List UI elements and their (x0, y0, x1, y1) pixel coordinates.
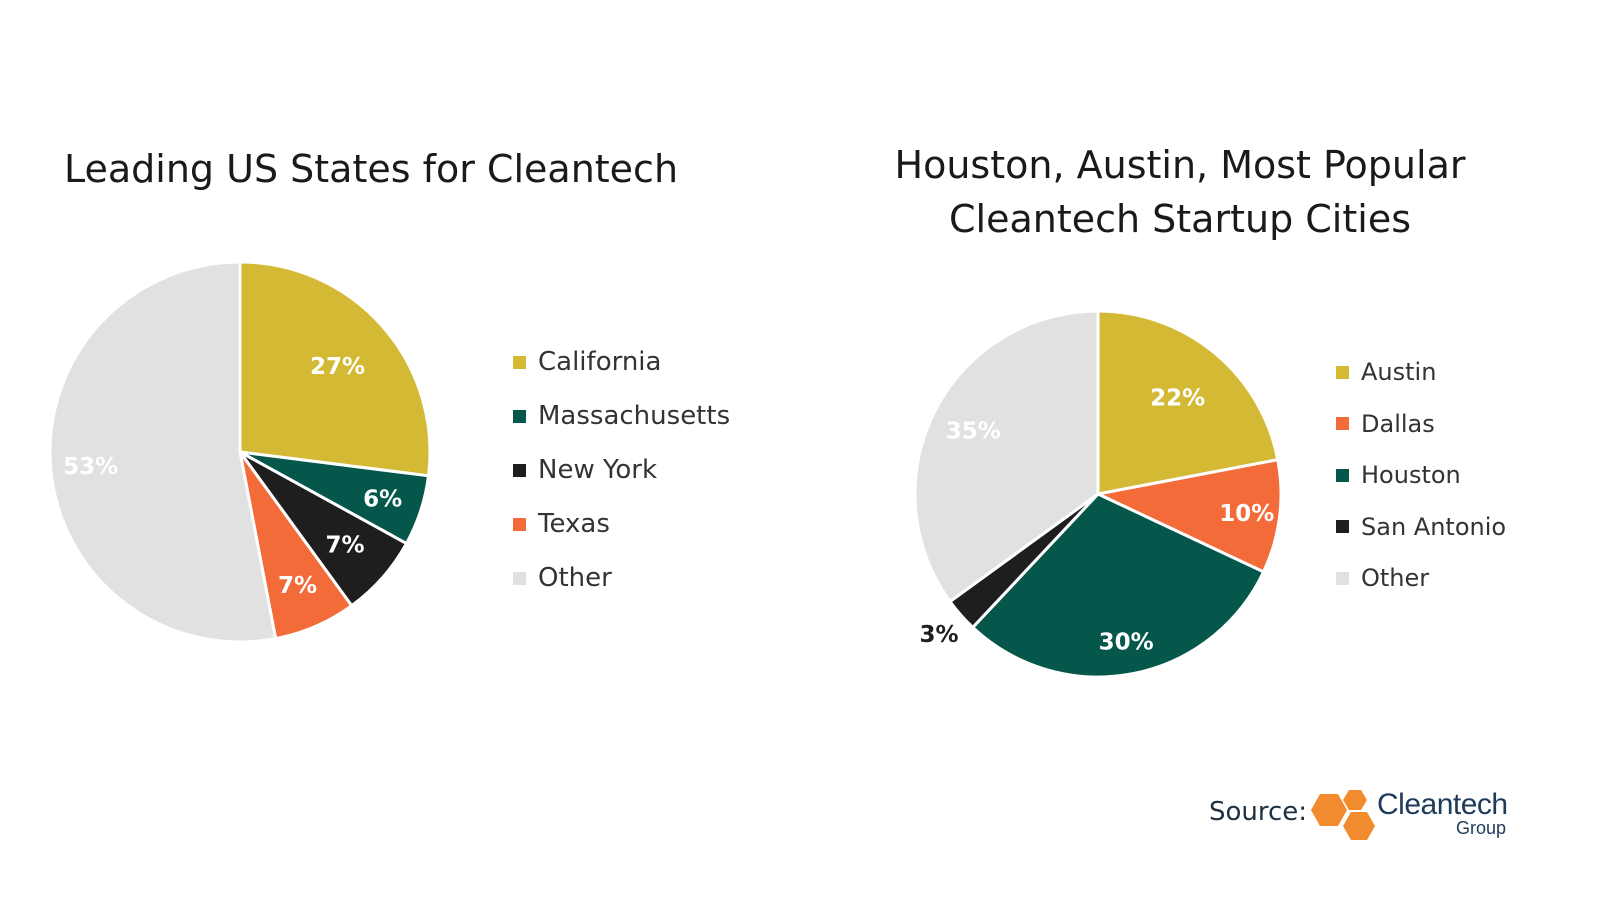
pie-slice-other (913, 309, 1100, 604)
legend-item-other: Other (513, 563, 730, 593)
legend-swatch (1336, 365, 1349, 379)
legend-item-houston: Houston (1336, 461, 1506, 489)
pie-chart-states: 27% 6% 7% 7% 53% (48, 260, 432, 644)
legend-label: Massachusetts (538, 401, 731, 431)
cleantech-group-logo (1311, 790, 1375, 840)
legend-swatch (1336, 468, 1349, 482)
legend-swatch (1336, 571, 1349, 585)
pie-slice-houston (970, 492, 1266, 679)
chart-title-cities: Houston, Austin, Most Popular Cleantech … (870, 138, 1490, 246)
legend-swatch (513, 463, 526, 477)
pie-slice-california (238, 260, 432, 478)
legend-label: San Antonio (1361, 512, 1507, 541)
legend-item-dallas: Dallas (1336, 410, 1506, 438)
legend-item-other: Other (1336, 564, 1506, 592)
legend-label: Dallas (1361, 409, 1435, 438)
legend-label: Austin (1361, 358, 1437, 386)
legend-states: California Massachusetts New York Texas Othe… (513, 347, 731, 618)
legend-item-massachusetts: Massachusetts (513, 401, 731, 431)
pie-slice-austin (1096, 309, 1280, 496)
data-label-houston: 30% (1099, 629, 1154, 655)
pie-slice-dallas (1093, 457, 1283, 574)
data-label-massachusetts: 6% (363, 486, 402, 512)
legend-label: Other (1361, 564, 1430, 592)
chart-title-states-line: Leading US States for Cleantech (64, 147, 679, 191)
chart-title-states: Leading US States for Cleantech (64, 142, 784, 196)
legend-label: California (538, 347, 662, 377)
legend-swatch (1336, 417, 1349, 430)
pie-slice-other (48, 260, 278, 644)
data-label-austin: 22% (1150, 386, 1205, 412)
legend-item-austin: Austin (1336, 358, 1506, 386)
legend-swatch (513, 571, 526, 585)
data-label-california: 27% (310, 354, 365, 380)
logo-wordmark: Cleantech (1377, 788, 1508, 821)
legend-cities: Austin Dallas Houston San Antonio Other (1336, 358, 1506, 616)
data-label-other: 35% (946, 418, 1001, 444)
legend-item-california: California (513, 347, 730, 377)
data-label-other: 53% (63, 454, 118, 480)
logo-subtext: Group (1456, 818, 1507, 838)
chart-title-cities-line-2: Cleantech Startup Cities (948, 197, 1411, 241)
legend-swatch (1336, 520, 1349, 533)
data-label-dallas: 10% (1219, 501, 1274, 527)
legend-item-texas: Texas (513, 509, 730, 539)
data-label-san-antonio: 3% (919, 622, 958, 648)
legend-swatch (513, 517, 526, 531)
data-label-new-york: 7% (325, 533, 364, 559)
hexagon-cluster-icon (1311, 790, 1375, 840)
pie-chart-cities: 22% 10% 30% 3% 35% (913, 309, 1283, 679)
legend-item-san-antonio: San Antonio (1336, 513, 1506, 541)
legend-swatch (513, 409, 526, 423)
legend-label: Texas (538, 509, 610, 539)
legend-label: New York (538, 455, 658, 485)
legend-label: Houston (1361, 461, 1461, 489)
data-label-texas: 7% (278, 573, 317, 599)
legend-label: Other (538, 563, 612, 593)
legend-item-new-york: New York (513, 455, 730, 485)
legend-swatch (513, 355, 526, 369)
source-label: Source: (1209, 797, 1308, 827)
chart-title-cities-line-1: Houston, Austin, Most Popular (894, 143, 1466, 187)
